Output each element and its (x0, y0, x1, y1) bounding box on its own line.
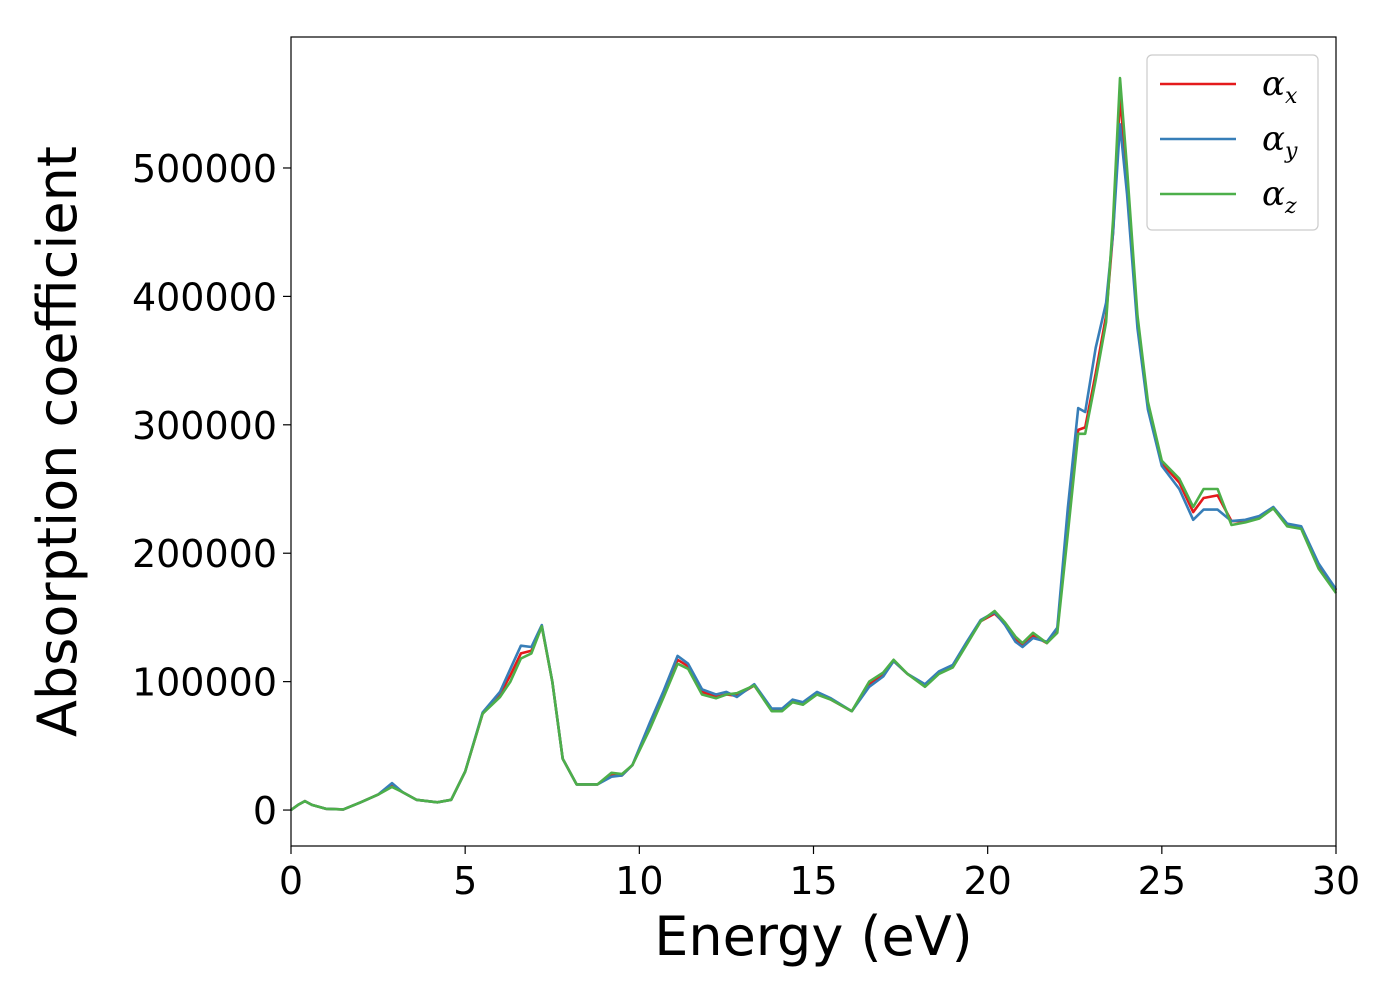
x-tick-label: 25 (1138, 859, 1186, 903)
legend-label-y: αy (1262, 119, 1298, 164)
x-tick-label: 0 (279, 859, 303, 903)
legend-label-z: αz (1262, 174, 1297, 219)
x-tick-label: 30 (1312, 859, 1360, 903)
x-tick-label: 20 (963, 859, 1011, 903)
plot-lines (290, 76, 1338, 812)
y-tick-label: 500000 (132, 147, 277, 191)
x-tick-label: 5 (453, 859, 477, 903)
y-tick-label: 400000 (132, 275, 277, 319)
y-tick-label: 100000 (132, 661, 277, 705)
y-tick-label: 300000 (132, 404, 277, 448)
x-tick-label: 15 (789, 859, 837, 903)
y-tick-label: 200000 (132, 532, 277, 576)
y-tick-label: 0 (253, 789, 277, 833)
y-axis-title: Absorption coefficient (26, 146, 89, 737)
legend: αx αy αz (1146, 54, 1319, 231)
x-tick-label: 10 (615, 859, 663, 903)
series-line-z (290, 76, 1338, 812)
legend-box (1146, 54, 1319, 231)
axis-ticks: 0 5 10 15 20 25 30 0 100000 200000 300000 400000 500… (132, 147, 1360, 903)
x-axis-title: Energy (eV) (654, 905, 973, 968)
legend-label-x: αx (1262, 64, 1298, 109)
